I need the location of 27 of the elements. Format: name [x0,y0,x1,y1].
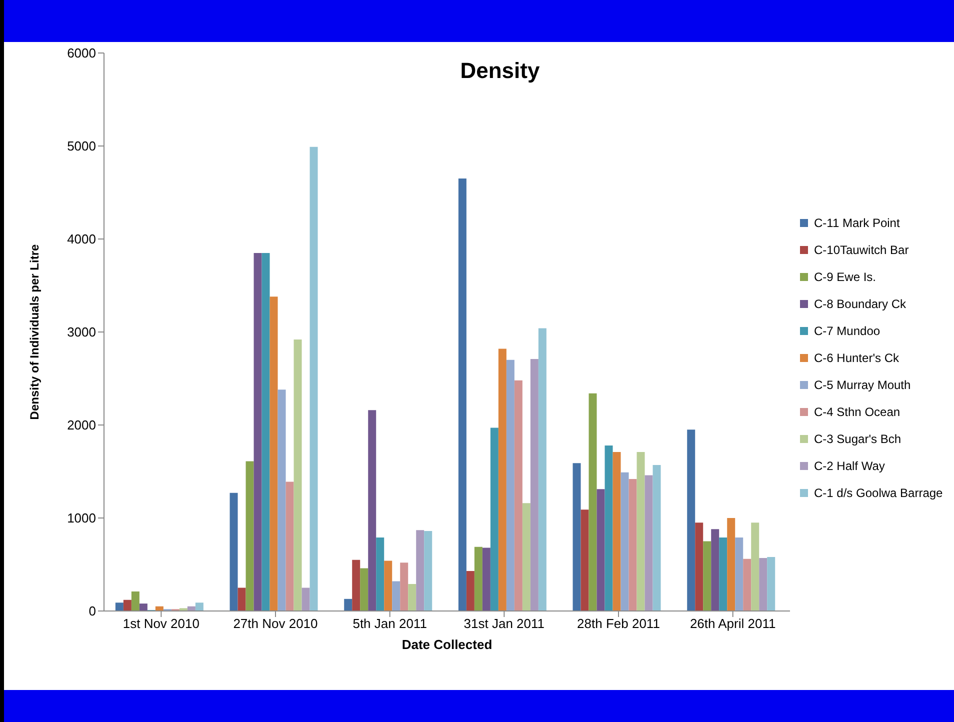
x-tick-label: 27th Nov 2010 [233,616,318,632]
y-tick-label: 3000 [67,324,96,340]
y-tick-label: 0 [88,604,96,619]
legend-label: C-7 Mundoo [813,323,882,338]
y-tick-label: 1000 [67,510,96,526]
x-tick-label: 28th Feb 2011 [577,616,660,632]
legend-label: C-10Tauwitch Bar [813,242,910,257]
legend-label: C-2 Half Way [813,458,886,473]
y-tick-label: 4000 [67,232,96,247]
legend-label: C-5 Murray Mouth [813,377,912,392]
x-tick-label: 31st Jan 2011 [464,616,545,632]
legend-label: C-4 Sthn Ocean [813,404,902,419]
y-tick-label: 2000 [67,418,96,433]
x-tick-label: 1st Nov 2010 [122,616,200,632]
x-tick-label: 5th Jan 2011 [352,616,427,632]
legend-label: C-6 Hunter's Ck [813,350,900,365]
x-tick-label: 26th April 2011 [690,616,776,632]
legend-label: C-8 Boundary Ck [813,296,908,311]
legend-label: C-3 Sugar's Bch [813,431,902,446]
legend-label: C-1 d/s Goolwa Barrage [813,485,943,500]
y-tick-label: 6000 [67,46,96,61]
legend-label: C-11 Mark Point [813,215,901,230]
chart-title: Density [459,58,541,84]
x-axis-title: Date Collected [402,637,492,652]
legend-label: C-9 Ewe Is. [813,269,878,284]
y-tick-label: 5000 [67,138,96,154]
y-axis-title: Density of Individuals per Litre [27,244,42,420]
